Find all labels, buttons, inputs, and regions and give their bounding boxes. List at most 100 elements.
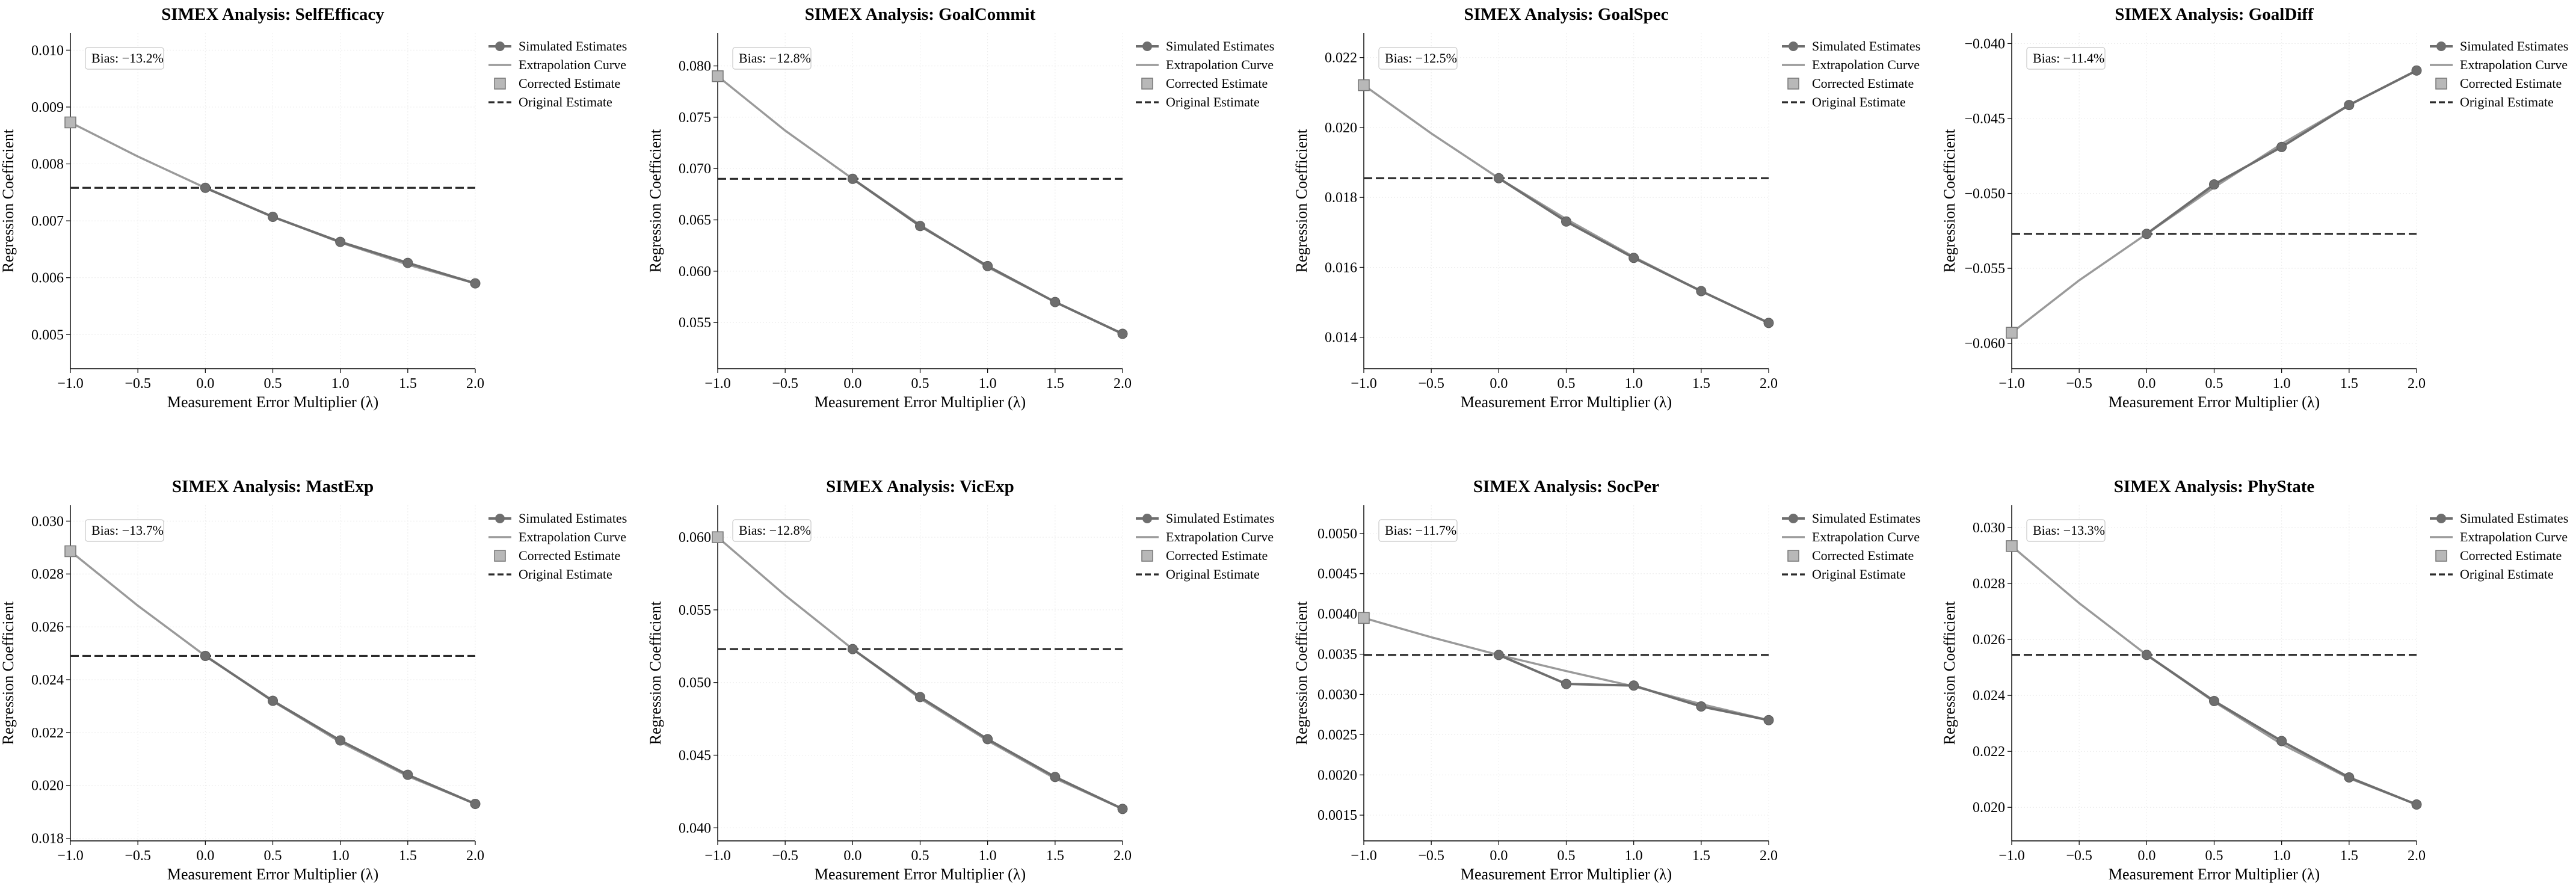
simex-panel: SIMEX Analysis: SelfEfficacy−1.0 −0.5 0.0 0… — [0, 5, 627, 411]
corrected-estimate-marker — [64, 116, 76, 129]
y-tick-label: 0.055 — [679, 603, 711, 618]
simex-panel: SIMEX Analysis: VicExp −1.0 −0.5 0.0 0.5 1.0 1… — [647, 477, 1274, 883]
y-tick-label: 0.018 — [31, 831, 64, 847]
y-tick-label: 0.022 — [31, 725, 64, 741]
x-tick-label: −1.0 — [704, 848, 731, 864]
x-tick-label: 1.5 — [1692, 848, 1710, 864]
x-tick-label: 1.5 — [2340, 376, 2358, 392]
y-axis-label: Regression Coefficient — [1941, 129, 1958, 272]
chart-title: SIMEX Analysis: GoalCommit — [805, 5, 1036, 24]
y-tick-label: 0.050 — [679, 675, 711, 691]
simulated-estimate-point — [915, 221, 925, 232]
y-tick-label: 0.024 — [31, 672, 64, 688]
legend-corrected-swatch — [1787, 78, 1799, 90]
legend-simulated-label: Simulated Estimates — [519, 38, 627, 54]
simulated-estimate-point — [2209, 696, 2219, 706]
simulated-estimate-point — [1050, 297, 1061, 307]
legend: Simulated Estimates Extrapolation Curve Co… — [1782, 511, 1920, 582]
simulated-estimate-point — [1493, 650, 1504, 660]
x-tick-label: 1.5 — [399, 376, 417, 392]
bias-label: Bias: −11.4% — [2033, 51, 2104, 66]
y-tick-label: 0.030 — [1973, 520, 2005, 536]
y-tick-label: 0.070 — [679, 161, 711, 177]
x-tick-label: −1.0 — [1998, 376, 2025, 392]
legend-original-label: Original Estimate — [1812, 567, 1906, 582]
simulated-estimate-point — [1117, 328, 1128, 339]
legend-simulated-marker — [1142, 42, 1152, 51]
bias-annotation: Bias: −13.2% — [85, 47, 164, 70]
corrected-estimate-marker — [1358, 79, 1370, 91]
x-axis-label: Measurement Error Multiplier (λ) — [1461, 866, 1672, 883]
chart-title: SIMEX Analysis: PhyState — [2114, 477, 2315, 496]
x-tick-label: −0.5 — [125, 376, 151, 392]
y-tick-label: 0.075 — [679, 110, 711, 126]
y-tick-label: 0.0020 — [1317, 768, 1357, 783]
x-tick-label: 0.5 — [2205, 376, 2223, 392]
legend-corrected-label: Corrected Estimate — [2460, 76, 2562, 91]
simex-panel: SIMEX Analysis: GoalSpec −1.0 −0.5 0.0 0.5 1.… — [1293, 5, 1920, 411]
x-tick-label: −0.5 — [1418, 848, 1444, 864]
y-tick-label: 0.040 — [679, 820, 711, 836]
simex-panel: SIMEX Analysis: GoalDiff −1.0 −0.5 0.0 0.5 1.… — [1941, 5, 2568, 411]
legend-original-label: Original Estimate — [519, 567, 612, 582]
x-tick-label: 1.0 — [979, 376, 997, 392]
corrected-estimate-marker — [1358, 612, 1370, 624]
legend: Simulated Estimates Extrapolation Curve Co… — [488, 511, 627, 582]
simulated-estimates-line — [205, 654, 476, 805]
x-tick-label: 0.0 — [196, 376, 214, 392]
legend-simulated-marker — [2436, 42, 2446, 51]
y-tick-label: 0.008 — [31, 157, 64, 173]
bias-box — [85, 519, 164, 542]
legend-extrapolation-label: Extrapolation Curve — [519, 57, 626, 72]
simex-panel: SIMEX Analysis: PhyState −1.0 −0.5 0.0 0.5 1.… — [1941, 477, 2568, 883]
y-tick-label: −0.050 — [1964, 186, 2005, 202]
legend-extrapolation-label: Extrapolation Curve — [1812, 529, 1920, 544]
y-tick-label: −0.045 — [1964, 111, 2005, 127]
simulated-estimate-point — [402, 257, 413, 268]
legend: Simulated Estimates Extrapolation Curve Co… — [2430, 511, 2568, 582]
legend-extrapolation-label: Extrapolation Curve — [2460, 529, 2568, 544]
x-tick-label: 0.5 — [1558, 376, 1576, 392]
simulated-estimate-point — [2344, 772, 2355, 783]
simulated-estimate-point — [470, 278, 481, 289]
y-axis-label: Regression Coefficient — [0, 129, 17, 272]
bias-box — [85, 47, 164, 70]
y-tick-label: 0.016 — [1325, 260, 1357, 275]
simulated-estimate-point — [1628, 253, 1639, 263]
x-tick-label: −0.5 — [2066, 376, 2092, 392]
corrected-estimate-marker — [2006, 540, 2018, 552]
simulated-estimate-point — [847, 173, 858, 184]
legend-corrected-swatch — [494, 550, 506, 562]
x-tick-label: 0.0 — [843, 376, 861, 392]
y-axis-label: Regression Coefficient — [1941, 601, 1958, 745]
legend-extrapolation-label: Extrapolation Curve — [1166, 57, 1274, 72]
legend: Simulated Estimates Extrapolation Curve Co… — [488, 38, 627, 109]
x-tick-label: 0.5 — [911, 848, 929, 864]
simulated-estimate-point — [268, 211, 278, 222]
y-tick-label: 0.005 — [31, 327, 64, 343]
x-tick-label: −0.5 — [772, 376, 798, 392]
legend-corrected-swatch — [494, 78, 506, 90]
simulated-estimate-point — [847, 644, 858, 654]
x-tick-label: −0.5 — [125, 848, 151, 864]
x-tick-label: 2.0 — [2408, 848, 2426, 864]
simulated-estimate-point — [1561, 678, 1571, 689]
bias-annotation: Bias: −12.8% — [732, 519, 812, 542]
legend-corrected-label: Corrected Estimate — [519, 548, 620, 563]
y-tick-label: 0.028 — [1973, 576, 2005, 592]
y-tick-label: 0.0015 — [1317, 808, 1357, 823]
legend-original-label: Original Estimate — [1166, 94, 1260, 109]
legend-simulated-marker — [2436, 514, 2446, 523]
simulated-estimate-point — [1628, 680, 1639, 691]
chart-title: SIMEX Analysis: VicExp — [826, 477, 1014, 496]
bias-annotation: Bias: −13.7% — [85, 519, 164, 542]
simulated-estimate-point — [915, 692, 925, 703]
x-tick-label: 1.0 — [2273, 848, 2291, 864]
bias-label: Bias: −13.2% — [91, 51, 164, 66]
simulated-estimate-point — [2141, 229, 2152, 239]
y-tick-label: −0.060 — [1964, 336, 2005, 352]
x-tick-label: 0.0 — [843, 848, 861, 864]
x-tick-label: 1.5 — [399, 848, 417, 864]
x-tick-label: 0.5 — [1558, 848, 1576, 864]
x-axis-label: Measurement Error Multiplier (λ) — [167, 866, 378, 883]
